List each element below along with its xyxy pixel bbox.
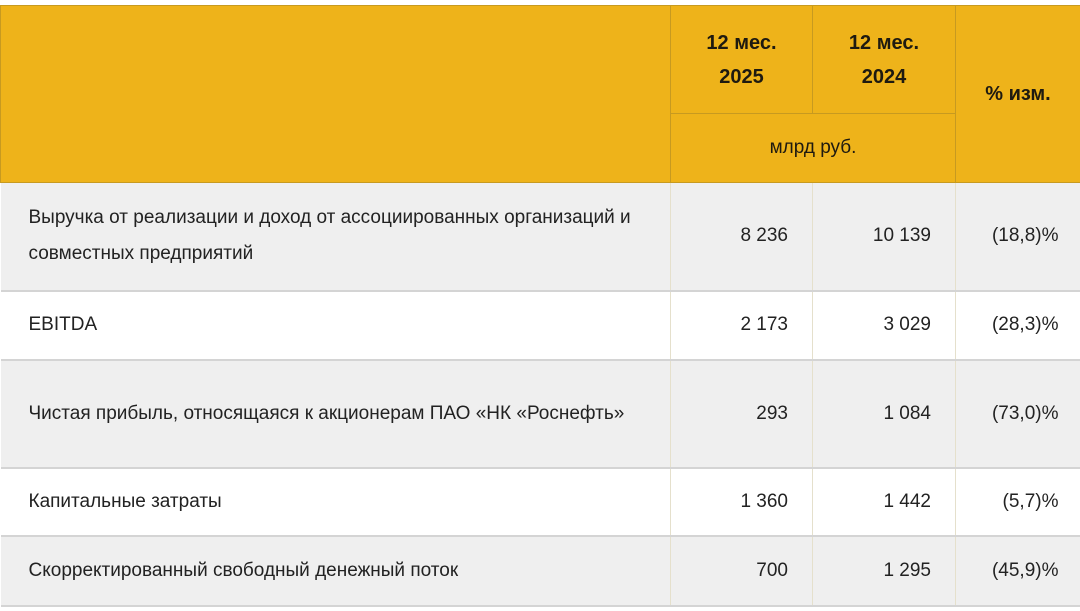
table-row: Скорректированный свободный денежный пот… <box>0 535 1080 607</box>
value-change: (18,8)% <box>955 182 1080 292</box>
value-2024: 1 084 <box>812 359 956 469</box>
value-change: (5,7)% <box>955 467 1080 537</box>
row-label: Чистая прибыль, относящаяся к акционерам… <box>0 359 671 469</box>
table-row: Чистая прибыль, относящаяся к акционерам… <box>0 359 1080 469</box>
table-row: Капитальные затраты 1 360 1 442 (5,7)% <box>0 467 1080 537</box>
table-row: EBITDA 2 173 3 029 (28,3)% <box>0 290 1080 361</box>
row-label: EBITDA <box>0 290 671 361</box>
value-2025: 700 <box>670 535 813 607</box>
value-2024: 1 295 <box>812 535 956 607</box>
financial-results-table: 12 мес. 2025 12 мес. 2024 % изм. млрд руб.… <box>0 5 1080 607</box>
header-2024: 12 мес. 2024 <box>812 5 956 114</box>
row-label: Выручка от реализации и доход от ассоции… <box>0 182 671 292</box>
value-change: (45,9)% <box>955 535 1080 607</box>
row-label: Скорректированный свободный денежный пот… <box>0 535 671 607</box>
value-2025: 2 173 <box>670 290 813 361</box>
value-2025: 293 <box>670 359 813 469</box>
value-2025: 1 360 <box>670 467 813 537</box>
header-unit: млрд руб. <box>670 113 956 183</box>
value-change: (28,3)% <box>955 290 1080 361</box>
table-row: Выручка от реализации и доход от ассоции… <box>0 182 1080 292</box>
header-label-cell <box>0 5 671 183</box>
header-2025: 12 мес. 2025 <box>670 5 813 114</box>
row-label: Капитальные затраты <box>0 467 671 537</box>
value-2024: 3 029 <box>812 290 956 361</box>
value-2024: 10 139 <box>812 182 956 292</box>
value-2025: 8 236 <box>670 182 813 292</box>
value-2024: 1 442 <box>812 467 956 537</box>
value-change: (73,0)% <box>955 359 1080 469</box>
header-change: % изм. <box>955 5 1080 183</box>
